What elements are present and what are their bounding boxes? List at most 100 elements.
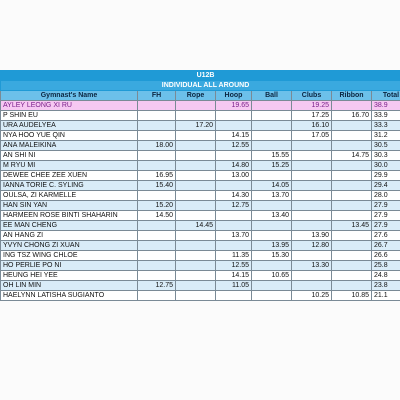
score-cell bbox=[175, 200, 216, 211]
score-cell bbox=[215, 220, 252, 231]
score-cell bbox=[331, 240, 372, 251]
score-cell bbox=[331, 170, 372, 181]
column-header: Ribbon bbox=[331, 90, 372, 101]
score-cell: 12.80 bbox=[291, 240, 332, 251]
score-cell bbox=[251, 170, 292, 181]
score-cell bbox=[175, 280, 216, 291]
score-cell bbox=[331, 160, 372, 171]
table-body: U12B INDIVIDUAL ALL AROUND Gymnast's Nam… bbox=[0, 70, 400, 301]
gymnast-name: ING TSZ WING CHLOE bbox=[0, 250, 138, 261]
score-cell bbox=[331, 200, 372, 211]
gymnast-name: HO PERLIE PO NI bbox=[0, 260, 138, 271]
gymnast-name: AN SHI NI bbox=[0, 150, 138, 161]
score-cell: 10.85 bbox=[331, 290, 372, 301]
score-cell: 29.9 bbox=[370, 170, 400, 181]
score-cell bbox=[251, 280, 292, 291]
score-cell bbox=[175, 230, 216, 241]
gymnast-name: M RYU MI bbox=[0, 160, 138, 171]
score-cell: 10.25 bbox=[291, 290, 332, 301]
score-cell bbox=[251, 200, 292, 211]
score-cell: 16.10 bbox=[291, 120, 332, 131]
score-cell bbox=[137, 110, 176, 121]
score-cell: 26.7 bbox=[370, 240, 400, 251]
score-cell bbox=[137, 150, 176, 161]
score-cell bbox=[175, 170, 216, 181]
score-cell bbox=[331, 100, 372, 111]
score-cell bbox=[137, 260, 176, 271]
gymnast-name: HARMEEN ROSE BINTI SHAHARIN bbox=[0, 210, 138, 221]
row: URA AUDELYEA 17.20 16.10 33.3 bbox=[0, 120, 400, 131]
score-cell: 12.55 bbox=[215, 260, 252, 271]
score-cell: 15.20 bbox=[137, 200, 176, 211]
score-cell: 14.45 bbox=[175, 220, 216, 231]
score-cell: 30.5 bbox=[370, 140, 400, 151]
row: YVYN CHONG ZI XUAN 13.95 12.80 26.7 bbox=[0, 240, 400, 251]
score-cell bbox=[175, 240, 216, 251]
score-cell bbox=[215, 290, 252, 301]
row: P SHIN EU 17.25 16.70 33.9 bbox=[0, 110, 400, 121]
score-cell bbox=[137, 250, 176, 261]
score-cell bbox=[137, 240, 176, 251]
score-cell: 25.8 bbox=[370, 260, 400, 271]
score-cell bbox=[331, 250, 372, 261]
row: AYLEY LEONG XI RU 19.65 19.25 38.9 bbox=[0, 100, 400, 111]
score-cell: 30.0 bbox=[370, 160, 400, 171]
column-header: Ball bbox=[251, 90, 292, 101]
row: HARMEEN ROSE BINTI SHAHARIN 14.50 13.40 27.… bbox=[0, 210, 400, 221]
score-cell bbox=[291, 160, 332, 171]
score-cell: 13.00 bbox=[215, 170, 252, 181]
score-cell: 10.65 bbox=[251, 270, 292, 281]
gymnast-name: NYA HOO YUE QIN bbox=[0, 130, 138, 141]
score-cell: 26.6 bbox=[370, 250, 400, 261]
score-cell bbox=[215, 110, 252, 121]
score-cell: 13.70 bbox=[251, 190, 292, 201]
score-cell bbox=[291, 220, 332, 231]
row: HO PERLIE PO NI 12.55 13.30 25.8 bbox=[0, 260, 400, 271]
score-cell: 14.15 bbox=[215, 270, 252, 281]
score-cell: 12.75 bbox=[215, 200, 252, 211]
score-cell: 13.40 bbox=[251, 210, 292, 221]
score-cell: 17.20 bbox=[175, 120, 216, 131]
row: NYA HOO YUE QIN 14.15 17.05 31.2 bbox=[0, 130, 400, 141]
score-cell bbox=[331, 270, 372, 281]
score-cell bbox=[331, 180, 372, 191]
score-cell: 11.05 bbox=[215, 280, 252, 291]
score-cell bbox=[331, 120, 372, 131]
score-cell bbox=[331, 260, 372, 271]
row: EE MAN CHENG 14.45 13.45 27.9 bbox=[0, 220, 400, 231]
gymnast-name: AYLEY LEONG XI RU bbox=[0, 100, 138, 111]
column-header: Total bbox=[370, 90, 400, 101]
score-cell: 16.70 bbox=[331, 110, 372, 121]
score-cell: 21.1 bbox=[370, 290, 400, 301]
score-cell: 18.00 bbox=[137, 140, 176, 151]
score-cell: 19.65 bbox=[215, 100, 252, 111]
score-cell: 14.80 bbox=[215, 160, 252, 171]
score-cell bbox=[251, 260, 292, 271]
score-cell bbox=[137, 270, 176, 281]
score-cell: 28.0 bbox=[370, 190, 400, 201]
score-cell bbox=[251, 120, 292, 131]
score-cell: 13.95 bbox=[251, 240, 292, 251]
row: DEWEE CHEE ZEE XUEN 16.95 13.00 29.9 bbox=[0, 170, 400, 181]
score-cell bbox=[137, 130, 176, 141]
score-cell: 14.05 bbox=[251, 180, 292, 191]
gymnast-name: HAN SIN YAN bbox=[0, 200, 138, 211]
gymnast-name: OH LIN MIN bbox=[0, 280, 138, 291]
score-cell: 27.9 bbox=[370, 200, 400, 211]
score-cell bbox=[175, 270, 216, 281]
score-cell: 16.95 bbox=[137, 170, 176, 181]
score-cell: 27.9 bbox=[370, 220, 400, 231]
score-cell: 13.45 bbox=[331, 220, 372, 231]
score-cell: 17.25 bbox=[291, 110, 332, 121]
row: IANNA TORIE C. SYLING 15.40 14.05 29.4 bbox=[0, 180, 400, 191]
score-cell bbox=[291, 270, 332, 281]
gymnast-name: AN HANG ZI bbox=[0, 230, 138, 241]
score-cell: 13.30 bbox=[291, 260, 332, 271]
score-cell bbox=[291, 190, 332, 201]
row: M RYU MI 14.80 15.25 30.0 bbox=[0, 160, 400, 171]
score-cell bbox=[137, 230, 176, 241]
row: OH LIN MIN 12.75 11.05 23.8 bbox=[0, 280, 400, 291]
score-cell bbox=[331, 230, 372, 241]
row: HAELYNN LATISHA SUGIANTO 10.25 10.85 21.1 bbox=[0, 290, 400, 301]
score-cell bbox=[175, 250, 216, 261]
